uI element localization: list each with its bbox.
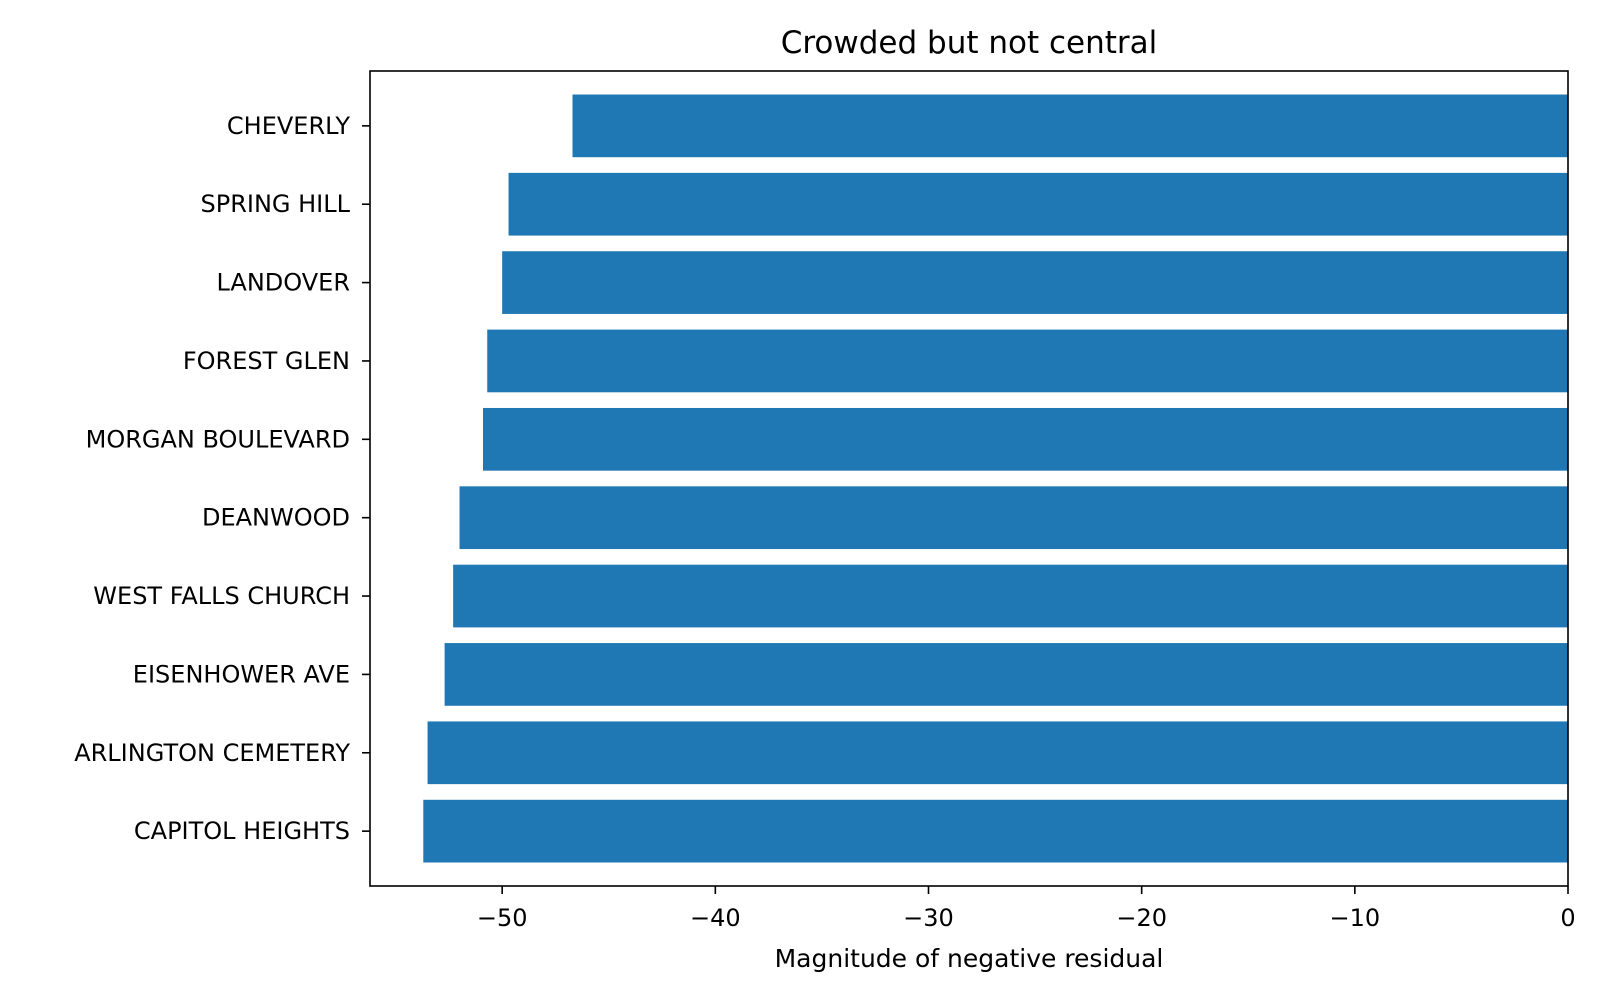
bar <box>423 799 1569 863</box>
bar <box>459 486 1568 550</box>
plot-frame <box>369 70 1569 887</box>
y-tick-label: LANDOVER <box>217 269 351 297</box>
bar <box>482 407 1568 471</box>
x-tick-label: −40 <box>690 904 741 932</box>
x-tick-label: −50 <box>477 904 528 932</box>
bar <box>427 721 1568 785</box>
y-tick-label: CHEVERLY <box>227 112 350 140</box>
axes-layer: CAPITOL HEIGHTS ARLINGTON CEMETERY EISENHO… <box>74 70 1576 932</box>
bar <box>508 172 1568 236</box>
bar <box>572 94 1568 158</box>
y-tick-label: EISENHOWER AVE <box>133 660 350 688</box>
bar <box>444 643 1569 706</box>
x-tick-label: −10 <box>1330 904 1381 932</box>
bars-layer <box>423 94 1569 863</box>
y-tick-label: FOREST GLEN <box>183 347 350 375</box>
bar <box>487 329 1569 393</box>
bar <box>502 251 1568 314</box>
y-tick-label: ARLINGTON CEMETERY <box>74 739 350 767</box>
x-tick-label: 0 <box>1560 904 1575 932</box>
chart-title: Crowded but not central <box>781 25 1158 61</box>
y-tick-label: WEST FALLS CHURCH <box>93 582 350 610</box>
y-tick-label: SPRING HILL <box>200 190 350 218</box>
y-tick-label: CAPITOL HEIGHTS <box>134 817 350 845</box>
x-tick-label: −20 <box>1116 904 1167 932</box>
x-tick-label: −30 <box>903 904 954 932</box>
bar <box>453 564 1568 628</box>
y-tick-label: DEANWOOD <box>202 504 350 532</box>
y-tick-label: MORGAN BOULEVARD <box>86 425 350 453</box>
x-axis-label: Magnitude of negative residual <box>775 944 1164 973</box>
